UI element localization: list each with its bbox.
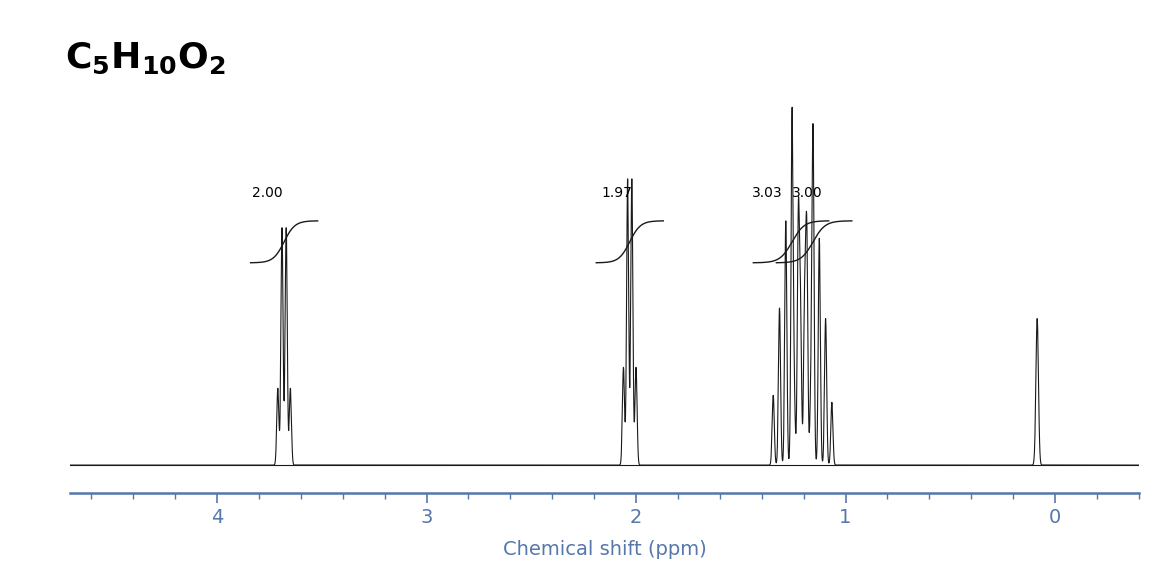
- Text: 1.97: 1.97: [602, 186, 633, 200]
- X-axis label: Chemical shift (ppm): Chemical shift (ppm): [502, 541, 707, 560]
- Text: 3.00: 3.00: [791, 186, 822, 200]
- Text: $\mathbf{C_5H_{10}O_2}$: $\mathbf{C_5H_{10}O_2}$: [65, 41, 225, 76]
- Text: 2.00: 2.00: [252, 186, 283, 200]
- Text: 3.03: 3.03: [751, 186, 782, 200]
